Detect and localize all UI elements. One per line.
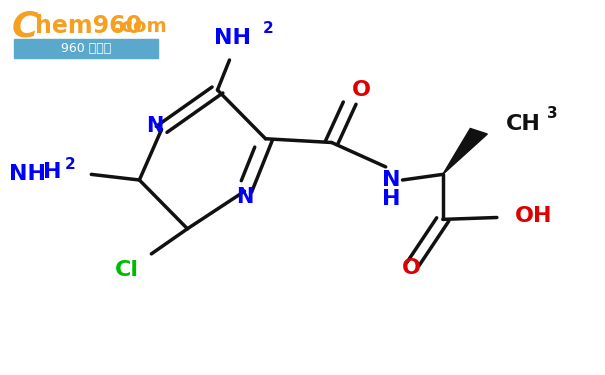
- Text: O: O: [402, 258, 421, 278]
- Text: N: N: [236, 187, 253, 207]
- Text: O: O: [352, 80, 371, 100]
- Text: 960 化工网: 960 化工网: [60, 42, 111, 54]
- Text: H: H: [382, 189, 401, 209]
- Text: .com: .com: [114, 17, 166, 36]
- Polygon shape: [443, 129, 488, 174]
- Text: NH: NH: [214, 27, 251, 48]
- Text: 3: 3: [547, 106, 557, 121]
- Text: Cl: Cl: [116, 260, 139, 280]
- Text: N: N: [382, 170, 401, 190]
- Text: 2: 2: [263, 21, 274, 36]
- Text: C: C: [11, 9, 38, 43]
- Text: 2: 2: [64, 157, 75, 172]
- Text: NH: NH: [9, 164, 46, 184]
- Text: H: H: [43, 162, 62, 183]
- Text: N: N: [146, 116, 163, 136]
- Text: CH: CH: [506, 114, 541, 135]
- Text: OH: OH: [515, 206, 552, 226]
- FancyBboxPatch shape: [7, 6, 169, 60]
- Text: hem960: hem960: [36, 14, 143, 38]
- FancyBboxPatch shape: [14, 39, 158, 58]
